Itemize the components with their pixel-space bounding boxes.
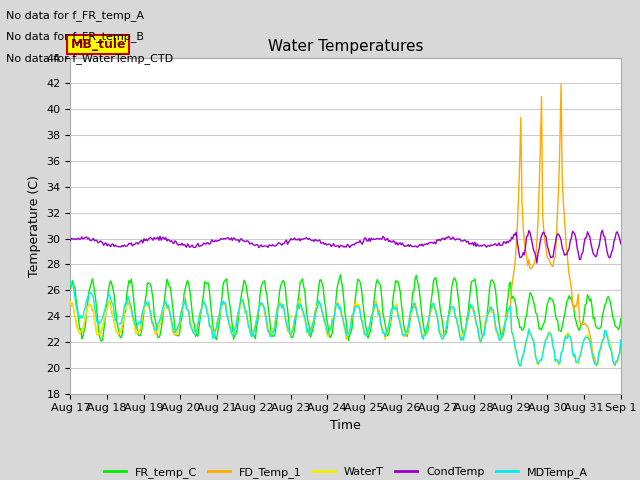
Text: MB_tule: MB_tule (70, 38, 126, 51)
Legend: FR_temp_C, FD_Temp_1, WaterT, CondTemp, MDTemp_A: FR_temp_C, FD_Temp_1, WaterT, CondTemp, … (99, 462, 592, 480)
Title: Water Temperatures: Water Temperatures (268, 39, 423, 54)
Text: No data for f_FR_temp_B: No data for f_FR_temp_B (6, 31, 145, 42)
Text: No data for f_WaterTemp_CTD: No data for f_WaterTemp_CTD (6, 53, 173, 64)
Text: No data for f_FR_temp_A: No data for f_FR_temp_A (6, 10, 145, 21)
Y-axis label: Temperature (C): Temperature (C) (28, 175, 41, 276)
X-axis label: Time: Time (330, 419, 361, 432)
